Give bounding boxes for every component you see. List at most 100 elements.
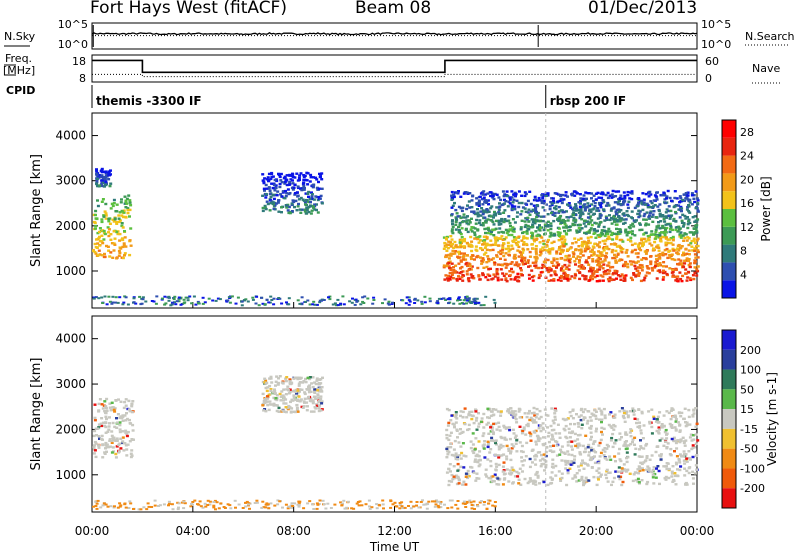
power-cell	[269, 177, 273, 181]
velocity-cell	[131, 423, 135, 427]
velocity-cell	[595, 427, 598, 430]
power-cell	[453, 240, 457, 244]
velocity-cell	[447, 467, 451, 471]
velocity-ground-cell	[116, 506, 120, 509]
velocity-cell	[111, 406, 115, 409]
power-cell	[557, 210, 561, 213]
power-cell	[546, 213, 550, 216]
velocity-cell	[674, 420, 678, 423]
power-cell	[576, 269, 580, 272]
power-cell	[671, 228, 675, 232]
power-cell	[109, 233, 113, 236]
power-cell	[315, 203, 318, 206]
power-cell	[620, 217, 624, 220]
power-cell	[474, 245, 478, 248]
velocity-ground-cell	[269, 502, 273, 505]
power-cell	[478, 239, 482, 242]
power-cell	[599, 214, 603, 217]
x-tick-label: 00:00	[680, 524, 715, 538]
velocity-cell	[694, 454, 698, 457]
power-ground-cell	[196, 300, 200, 303]
velocity-cell	[607, 445, 610, 448]
velocity-cell	[641, 437, 645, 440]
power-cell	[560, 199, 564, 202]
power-cell	[673, 258, 677, 262]
power-ground-cell	[287, 303, 291, 306]
power-cell	[459, 216, 463, 220]
power-cell	[507, 233, 511, 237]
power-cell	[638, 272, 641, 275]
power-cell	[542, 199, 546, 203]
velocity-cell	[552, 422, 556, 425]
power-cell	[449, 254, 453, 257]
velocity-cell	[121, 436, 125, 439]
velocity-cell	[487, 476, 491, 480]
velocity-cell	[103, 400, 107, 403]
power-ground-cell	[186, 299, 190, 302]
power-cell	[657, 221, 660, 224]
velocity-cell	[545, 446, 549, 449]
power-ground-cell	[333, 302, 337, 305]
velocity-cell	[504, 438, 508, 441]
power-ground-cell	[197, 302, 200, 305]
velocity-cell	[118, 423, 122, 427]
power-cell	[476, 237, 480, 241]
power-cell	[561, 243, 565, 246]
velocity-cell	[127, 408, 131, 411]
velocity-cell	[593, 461, 597, 465]
power-cell	[449, 245, 453, 248]
velocity-cell	[115, 445, 119, 448]
velocity-cell	[663, 477, 667, 480]
velocity-cell	[128, 418, 131, 422]
power-cell	[469, 268, 473, 271]
velocity-ground-cell	[255, 501, 259, 504]
power-cell	[668, 267, 672, 270]
velocity-cell	[98, 437, 101, 440]
velocity-cell	[638, 448, 641, 451]
power-cell	[278, 175, 282, 179]
power-cell	[107, 234, 111, 238]
power-cell	[460, 240, 464, 243]
power-cell	[295, 191, 299, 194]
power-cell	[591, 274, 595, 277]
power-cell	[626, 238, 630, 241]
power-cell	[456, 245, 460, 249]
power-cell	[98, 176, 102, 179]
velocity-cell	[600, 413, 604, 416]
velocity-cell	[634, 447, 638, 450]
velocity-cell	[527, 480, 531, 483]
power-ground-cell	[269, 295, 273, 298]
power-cell	[513, 263, 517, 267]
power-cell	[631, 260, 635, 263]
velocity-cell	[539, 415, 543, 419]
velocity-cell	[499, 435, 503, 439]
power-cell	[277, 199, 281, 202]
power-cell	[661, 254, 665, 257]
power-cell	[485, 248, 489, 251]
power-cell	[486, 278, 490, 282]
velocity-cell	[622, 444, 626, 447]
velocity-cell	[299, 398, 303, 401]
power-cell	[677, 225, 681, 228]
power-cell	[553, 234, 557, 237]
velocity-ground-cell	[104, 503, 108, 506]
velocity-colorbar-cell	[722, 428, 736, 449]
power-cell	[560, 274, 563, 278]
velocity-cell	[590, 466, 594, 469]
velocity-ground-cell	[322, 503, 326, 506]
velocity-cell	[691, 455, 695, 459]
power-cell	[598, 216, 602, 219]
velocity-cell	[265, 381, 269, 385]
power-cell	[673, 248, 677, 252]
power-cell	[601, 193, 605, 196]
velocity-ground-cell	[206, 504, 210, 506]
velocity-cell	[511, 481, 515, 484]
power-cell	[279, 179, 283, 182]
velocity-cell	[594, 417, 598, 420]
power-cell	[98, 253, 102, 256]
velocity-ground-cell	[482, 503, 486, 506]
power-cell	[304, 178, 308, 182]
power-cell	[516, 249, 520, 252]
power-cell	[596, 234, 600, 237]
velocity-cell	[103, 424, 107, 428]
